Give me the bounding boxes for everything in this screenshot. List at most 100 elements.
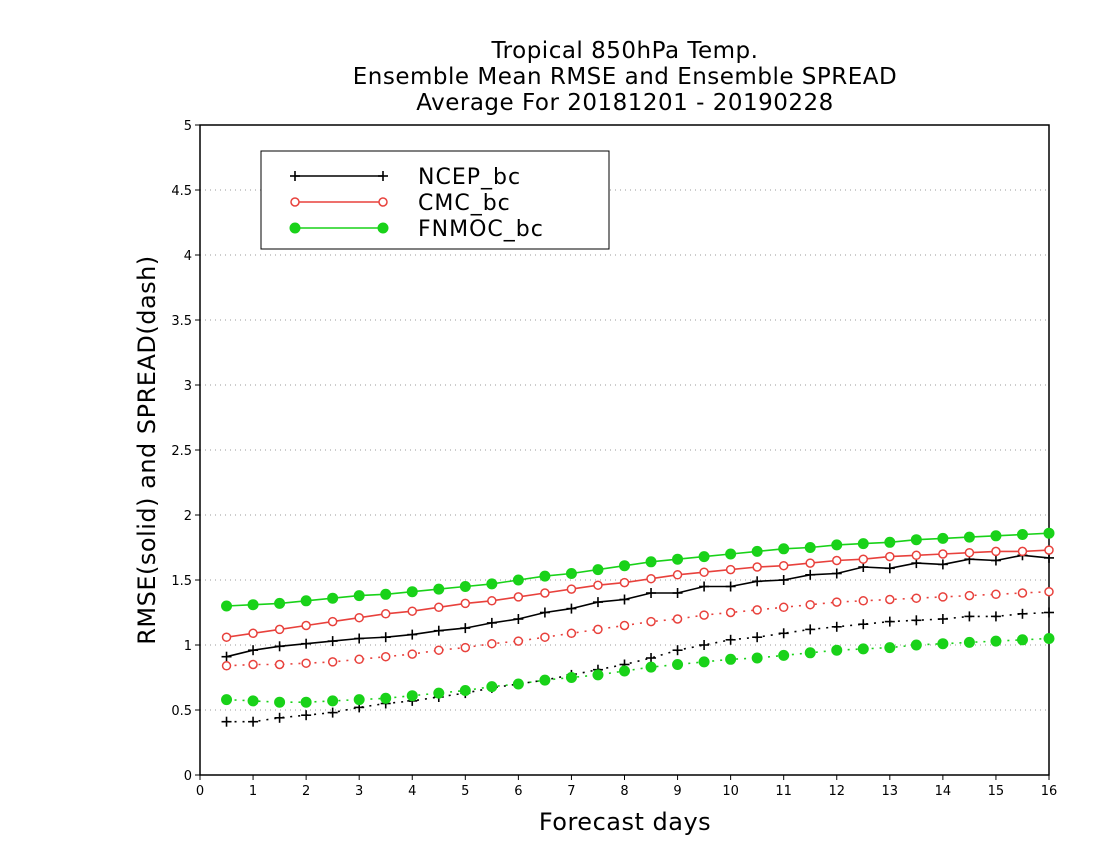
- ncep-bc-spread-point: [778, 628, 789, 639]
- fnmoc-bc-spread-point: [831, 644, 843, 656]
- chart-title-line-3: Average For 20181201 - 20190228: [416, 90, 834, 116]
- fnmoc-bc-rmse-point: [778, 543, 790, 555]
- ncep-bc-spread-point: [937, 614, 948, 624]
- fnmoc-bc-spread-point: [459, 685, 471, 696]
- fnmoc-bc-rmse-point: [645, 556, 657, 568]
- chart-title-line-1: Tropical 850hPa Temp.: [491, 38, 759, 64]
- ncep-bc-rmse-point: [592, 597, 603, 608]
- ncep-bc-spread-point: [672, 645, 683, 656]
- fnmoc-bc-spread-point: [751, 652, 763, 664]
- cmc-bc-spread-point: [725, 607, 736, 618]
- fnmoc-bc-rmse-point: [937, 532, 949, 544]
- fnmoc-bc-rmse-point: [247, 599, 259, 611]
- ncep-bc-spread-point: [274, 712, 285, 723]
- fnmoc-bc-spread-point: [353, 694, 365, 706]
- fnmoc-bc-spread-point: [725, 653, 737, 665]
- fnmoc-bc-rmse-point: [910, 534, 922, 546]
- ncep-bc-rmse-point: [354, 633, 365, 644]
- fnmoc-bc-spread-point: [672, 659, 684, 670]
- fnmoc-bc-rmse-point: [221, 600, 233, 612]
- cmc-bc-spread-point: [858, 596, 869, 606]
- cmc-bc-rmse-point: [274, 624, 285, 635]
- x-tick-label: 1: [249, 784, 257, 799]
- ncep-bc-rmse-point: [539, 607, 550, 618]
- legend-marker: [290, 171, 300, 181]
- cmc-bc-rmse-point: [619, 577, 630, 588]
- cmc-bc-rmse-point: [991, 546, 1001, 557]
- fnmoc-bc-rmse-point: [884, 536, 896, 548]
- cmc-bc-rmse-point: [354, 612, 364, 623]
- fnmoc-bc-spread-point: [592, 669, 604, 681]
- fnmoc-bc-rmse-point: [1043, 527, 1055, 539]
- cmc-bc-rmse-point: [725, 564, 736, 575]
- ncep-bc-rmse-point: [990, 555, 1001, 566]
- cmc-bc-rmse-point: [487, 596, 497, 606]
- legend-marker: [377, 222, 389, 234]
- cmc-bc-rmse-point: [752, 562, 762, 572]
- cmc-bc-spread-point: [593, 624, 603, 635]
- x-tick-label: 9: [673, 784, 681, 799]
- fnmoc-bc-spread-point: [247, 695, 259, 707]
- ncep-bc-rmse-point: [619, 594, 630, 605]
- cmc-bc-spread-line: [226, 590, 1050, 667]
- fnmoc-bc-spread-line: [226, 637, 1050, 704]
- x-tick-label: 5: [461, 784, 469, 799]
- y-axis-label: RMSE(solid) and SPREAD(dash): [133, 255, 161, 645]
- y-tick-label: 2.5: [171, 444, 192, 459]
- ncep-bc-rmse-point: [566, 603, 577, 614]
- ncep-bc-rmse-point: [884, 563, 895, 574]
- fnmoc-bc-spread-point: [910, 639, 922, 651]
- ncep-bc-rmse-line: [226, 554, 1050, 658]
- x-tick-label: 7: [567, 784, 575, 799]
- fnmoc-bc-rmse-point: [327, 592, 339, 604]
- cmc-bc-rmse-point: [566, 584, 577, 594]
- cmc-bc-rmse-point: [672, 570, 683, 580]
- x-tick-label: 13: [882, 784, 899, 799]
- ncep-bc-rmse-point: [805, 569, 816, 580]
- ncep-bc-rmse-point: [646, 588, 657, 598]
- ncep-bc-rmse-point: [831, 568, 842, 579]
- cmc-bc-spread-point: [301, 658, 311, 668]
- y-tick-label: 1: [184, 639, 192, 654]
- fnmoc-bc-spread-point: [406, 690, 418, 702]
- fnmoc-bc-spread-point: [221, 694, 233, 706]
- x-axis-label: Forecast days: [538, 808, 712, 836]
- x-tick-label: 6: [514, 784, 522, 799]
- ncep-bc-rmse-point: [248, 645, 259, 656]
- fnmoc-bc-spread-point: [327, 695, 339, 707]
- y-tick-label: 5: [184, 119, 192, 134]
- ncep-bc-spread-line: [226, 611, 1050, 723]
- ncep-bc-spread-point: [699, 640, 710, 650]
- ncep-bc-rmse-point: [699, 581, 710, 592]
- cmc-bc-spread-point: [911, 593, 922, 603]
- cmc-bc-spread-point: [327, 657, 338, 667]
- cmc-bc-rmse-point: [540, 588, 550, 598]
- fnmoc-bc-rmse-point: [831, 539, 843, 551]
- cmc-bc-rmse-point: [858, 554, 869, 564]
- fnmoc-bc-spread-point: [300, 696, 312, 708]
- ncep-bc-spread-point: [884, 616, 895, 627]
- fnmoc-bc-rmse-line: [226, 532, 1050, 607]
- cmc-bc-spread-point: [487, 638, 497, 649]
- cmc-bc-rmse-point: [964, 547, 975, 558]
- ncep-bc-spread-point: [964, 611, 975, 622]
- chart-title-line-2: Ensemble Mean RMSE and Ensemble SPREAD: [352, 64, 898, 90]
- y-tick-label: 2: [184, 509, 192, 524]
- cmc-bc-spread-point: [460, 642, 471, 653]
- cmc-bc-spread-point: [407, 649, 417, 659]
- fnmoc-bc-rmse-point: [459, 581, 471, 592]
- fnmoc-bc-spread-point: [698, 656, 710, 668]
- fnmoc-bc-rmse-point: [698, 551, 710, 563]
- cmc-bc-rmse-point: [805, 558, 815, 568]
- cmc-bc-spread-point: [434, 645, 444, 655]
- cmc-bc-spread-point: [248, 659, 258, 670]
- cmc-bc-spread-point: [566, 628, 577, 639]
- ncep-bc-spread-point: [858, 619, 869, 630]
- fnmoc-bc-rmse-point: [406, 586, 418, 598]
- y-tick-label: 3.5: [171, 314, 192, 329]
- ncep-bc-rmse-point: [221, 651, 232, 662]
- fnmoc-bc-rmse-point: [857, 538, 869, 550]
- fnmoc-bc-spread-point: [539, 674, 551, 686]
- fnmoc-bc-rmse-point: [725, 548, 737, 560]
